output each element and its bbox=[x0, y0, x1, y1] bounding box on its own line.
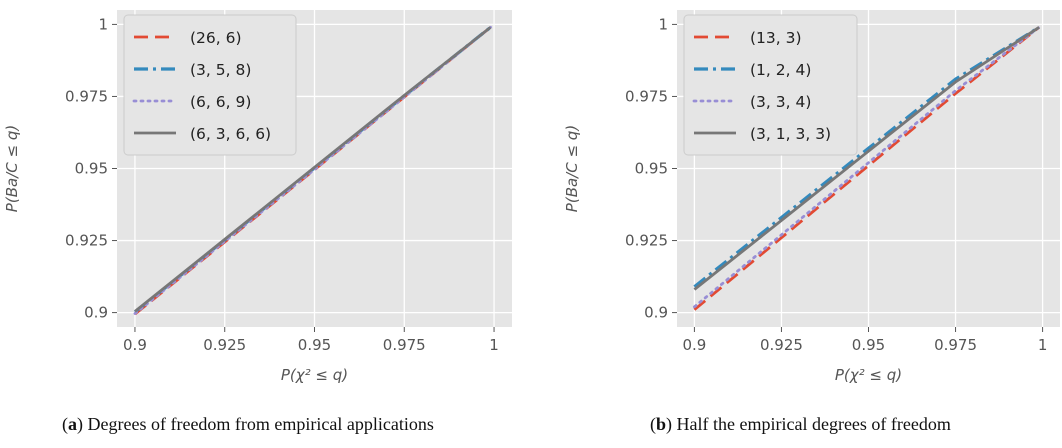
legend-label-3: (3, 3, 4) bbox=[750, 93, 811, 111]
x-tick-label: 0.9 bbox=[123, 336, 147, 354]
legend-label-4: (3, 1, 3, 3) bbox=[750, 125, 831, 143]
legend-label-1: (26, 6) bbox=[190, 29, 242, 47]
y-tick-label: 0.9 bbox=[644, 304, 668, 322]
chart-panel-b: 0.9 0.925 0.95 0.975 1 0.9 0.925 0.95 0.975 1 P(χ²… bbox=[563, 10, 1060, 384]
y-tick-label: 0.95 bbox=[75, 160, 108, 178]
series-line-4 bbox=[693, 26, 1040, 291]
x-tick-label: 0.9 bbox=[682, 336, 706, 354]
x-tick-label: 1 bbox=[489, 336, 499, 354]
series-line-3 bbox=[693, 25, 1041, 309]
caption-b-text: Half the empirical degrees of freedom bbox=[672, 414, 951, 434]
caption-a: (a) Degrees of freedom from empirical ap… bbox=[62, 414, 434, 434]
x-tick-label: 1 bbox=[1038, 336, 1048, 354]
legend-box bbox=[123, 14, 297, 156]
series-line-2 bbox=[693, 25, 1040, 288]
y-tick-label: 0.975 bbox=[625, 87, 668, 105]
legend-label-2: (3, 5, 8) bbox=[190, 61, 251, 79]
legend: (26, 6) (3, 5, 8) (6, 6, 9) (6, 3, 6, 6) bbox=[123, 14, 297, 156]
chart-panel-a: 0.9 0.925 0.95 0.975 1 0.9 0.925 0.95 0.975 1 P(χ²… bbox=[3, 10, 512, 384]
y-tick-label: 0.9 bbox=[84, 304, 108, 322]
y-axis-label: P(Ba/C ≤ q) bbox=[3, 125, 21, 212]
series-line-3 bbox=[133, 25, 492, 315]
y-axis-label: P(Ba/C ≤ q) bbox=[563, 125, 581, 212]
y-tick-label: 0.925 bbox=[65, 232, 108, 250]
legend-label-1: (13, 3) bbox=[750, 29, 802, 47]
caption-b-label: b bbox=[656, 414, 667, 434]
caption-b: (b) Half the empirical degrees of freedo… bbox=[650, 414, 951, 434]
x-tick-label: 0.975 bbox=[383, 336, 426, 354]
x-tick-label: 0.925 bbox=[760, 336, 803, 354]
x-axis-label: P(χ² ≤ q) bbox=[835, 366, 902, 384]
legend-box bbox=[683, 14, 858, 156]
legend-label-3: (6, 6, 9) bbox=[190, 93, 251, 111]
x-tick-label: 0.925 bbox=[203, 336, 246, 354]
y-tick-label: 0.95 bbox=[635, 160, 668, 178]
x-tick-label: 0.95 bbox=[852, 336, 885, 354]
x-tick-label: 0.95 bbox=[298, 336, 331, 354]
caption-a-text: Degrees of freedom from empirical applic… bbox=[83, 414, 434, 434]
series-line-1 bbox=[693, 26, 1040, 311]
legend-label-2: (1, 2, 4) bbox=[750, 61, 811, 79]
legend-label-4: (6, 3, 6, 6) bbox=[190, 125, 271, 143]
caption-a-label: a bbox=[68, 414, 77, 434]
y-tick-label: 0.925 bbox=[625, 232, 668, 250]
y-tick-label: 1 bbox=[98, 15, 108, 33]
x-tick-label: 0.975 bbox=[934, 336, 977, 354]
y-tick-label: 1 bbox=[658, 15, 668, 33]
y-tick-label: 0.975 bbox=[65, 87, 108, 105]
series-line-4 bbox=[134, 26, 492, 313]
x-axis-label: P(χ² ≤ q) bbox=[281, 366, 348, 384]
legend: (13, 3) (1, 2, 4) (3, 3, 4) (3, 1, 3, 3) bbox=[683, 14, 858, 156]
figure: 0.9 0.925 0.95 0.975 1 0.9 0.925 0.95 0.975 1 P(χ²… bbox=[3, 10, 1060, 384]
